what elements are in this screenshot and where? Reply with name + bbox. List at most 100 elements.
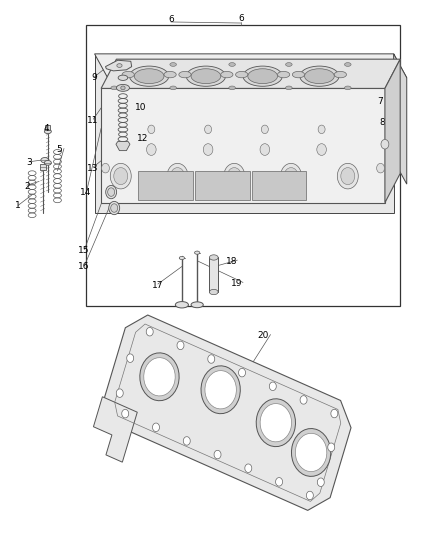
Ellipse shape [102, 164, 110, 173]
Text: 9: 9 [92, 73, 97, 82]
Ellipse shape [345, 62, 351, 66]
Ellipse shape [170, 167, 184, 184]
Ellipse shape [239, 368, 246, 377]
Bar [252, 171, 306, 199]
Bar [209, 257, 218, 292]
Ellipse shape [191, 69, 221, 84]
Ellipse shape [117, 84, 130, 91]
Ellipse shape [110, 164, 131, 189]
Ellipse shape [295, 433, 327, 472]
Ellipse shape [179, 256, 184, 260]
Ellipse shape [229, 62, 235, 66]
Ellipse shape [214, 450, 221, 459]
Ellipse shape [152, 423, 159, 432]
Ellipse shape [377, 164, 385, 173]
Text: 8: 8 [380, 118, 385, 127]
Ellipse shape [164, 71, 176, 78]
Text: 20: 20 [257, 331, 268, 340]
Ellipse shape [208, 355, 215, 364]
Ellipse shape [341, 167, 355, 184]
Text: 13: 13 [87, 164, 98, 173]
Ellipse shape [109, 201, 120, 215]
Ellipse shape [276, 478, 283, 486]
Ellipse shape [286, 86, 292, 90]
Text: 3: 3 [26, 158, 32, 167]
Ellipse shape [374, 94, 380, 97]
Ellipse shape [224, 164, 245, 189]
Ellipse shape [183, 437, 190, 445]
Text: 15: 15 [78, 246, 89, 255]
Ellipse shape [130, 66, 169, 86]
Ellipse shape [179, 71, 191, 78]
Ellipse shape [122, 409, 129, 418]
Ellipse shape [44, 130, 51, 134]
Ellipse shape [284, 167, 298, 184]
Text: 6: 6 [238, 14, 244, 23]
Text: 19: 19 [231, 279, 242, 288]
Text: 2: 2 [24, 182, 30, 191]
Ellipse shape [245, 464, 252, 472]
Ellipse shape [209, 255, 218, 260]
Ellipse shape [381, 140, 389, 149]
Ellipse shape [170, 86, 177, 90]
Ellipse shape [300, 66, 339, 86]
Ellipse shape [278, 71, 290, 78]
Polygon shape [101, 59, 400, 88]
Ellipse shape [111, 86, 117, 90]
Polygon shape [101, 88, 385, 203]
Text: 10: 10 [134, 102, 146, 111]
Ellipse shape [205, 370, 237, 409]
Polygon shape [95, 54, 394, 213]
Ellipse shape [205, 125, 212, 134]
Ellipse shape [116, 389, 123, 398]
Text: 18: 18 [226, 257, 238, 265]
Text: 6: 6 [168, 15, 174, 24]
Ellipse shape [177, 341, 184, 350]
Ellipse shape [229, 86, 235, 90]
Ellipse shape [147, 144, 156, 156]
Ellipse shape [227, 167, 241, 184]
Ellipse shape [374, 110, 380, 114]
Ellipse shape [41, 158, 49, 163]
Text: 14: 14 [80, 188, 92, 197]
Bar [86, 25, 400, 306]
Polygon shape [394, 54, 407, 184]
Ellipse shape [134, 69, 164, 84]
Ellipse shape [167, 164, 188, 189]
Ellipse shape [203, 144, 213, 156]
Ellipse shape [144, 358, 175, 396]
Ellipse shape [243, 66, 283, 86]
Ellipse shape [261, 125, 268, 134]
Ellipse shape [260, 403, 292, 442]
Ellipse shape [140, 353, 179, 401]
Text: 12: 12 [137, 134, 148, 143]
Ellipse shape [260, 144, 270, 156]
Text: 5: 5 [57, 145, 63, 154]
Ellipse shape [121, 86, 125, 90]
Ellipse shape [331, 409, 338, 418]
Polygon shape [106, 60, 132, 71]
Ellipse shape [117, 63, 122, 67]
Polygon shape [385, 59, 400, 203]
Ellipse shape [345, 86, 351, 90]
Ellipse shape [337, 164, 358, 189]
Ellipse shape [281, 164, 301, 189]
Ellipse shape [148, 125, 155, 134]
Ellipse shape [269, 382, 276, 391]
Bar [138, 171, 193, 199]
Ellipse shape [300, 395, 307, 404]
Ellipse shape [236, 71, 248, 78]
Ellipse shape [201, 366, 240, 414]
Ellipse shape [146, 327, 153, 336]
Ellipse shape [256, 399, 296, 447]
Text: 17: 17 [152, 280, 164, 289]
Ellipse shape [328, 443, 335, 451]
Polygon shape [95, 54, 407, 78]
Ellipse shape [371, 109, 383, 116]
Ellipse shape [111, 204, 118, 212]
Ellipse shape [318, 125, 325, 134]
Ellipse shape [286, 62, 292, 66]
Text: 1: 1 [15, 201, 21, 210]
Ellipse shape [127, 354, 134, 362]
Ellipse shape [334, 71, 346, 78]
